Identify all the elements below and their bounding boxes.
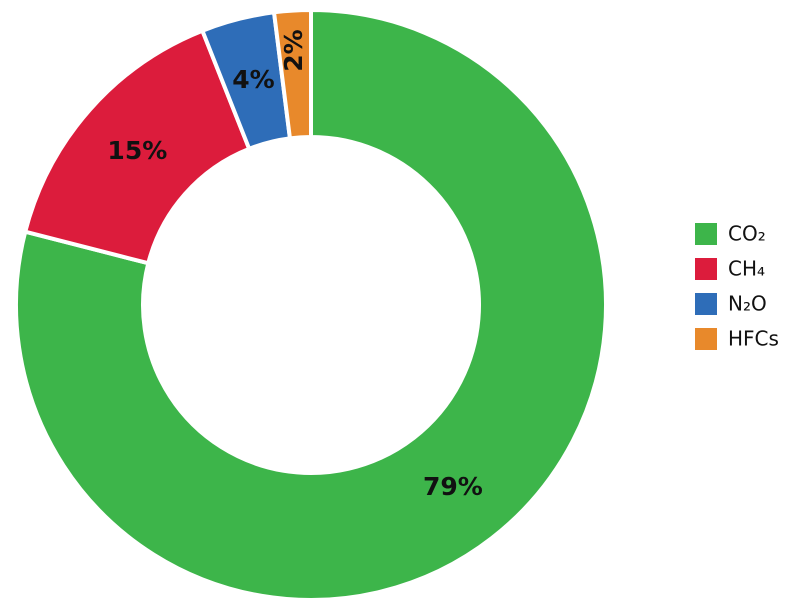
legend-label: CO₂ — [728, 222, 766, 246]
legend-label: CH₄ — [728, 257, 765, 281]
legend-label: HFCs — [728, 327, 779, 351]
donut-slice — [271, 7, 313, 141]
legend-swatch — [695, 258, 717, 280]
legend-label: N₂O — [728, 292, 767, 316]
value-label: 2% — [279, 29, 308, 71]
donut-slice — [14, 7, 608, 602]
donut-slice — [22, 28, 252, 266]
legend-swatch — [695, 293, 717, 315]
value-label: 15% — [107, 136, 167, 165]
value-label: 79% — [423, 472, 483, 501]
legend-swatch — [695, 223, 717, 245]
value-label: 4% — [232, 65, 274, 94]
legend-swatch — [695, 328, 717, 350]
